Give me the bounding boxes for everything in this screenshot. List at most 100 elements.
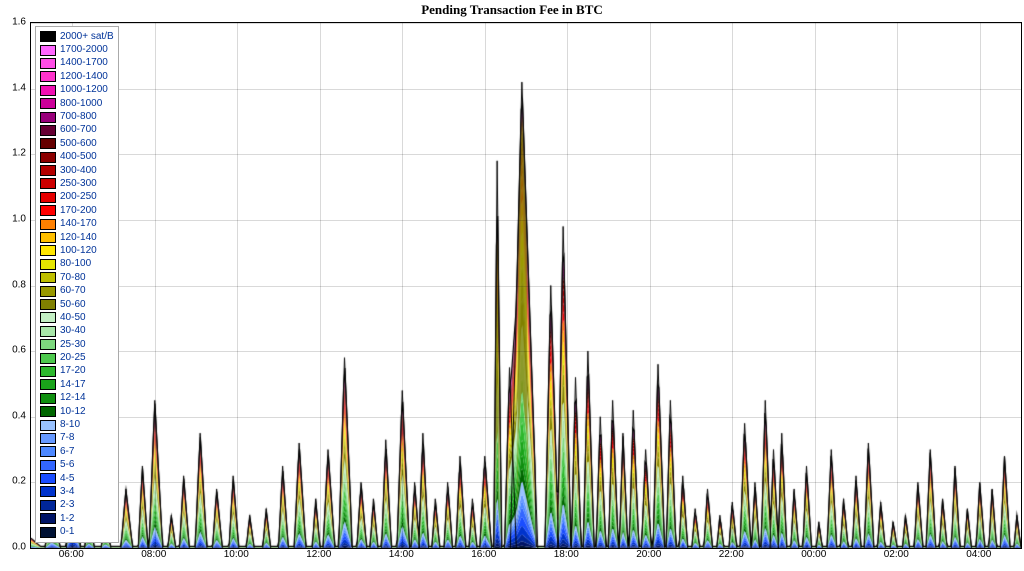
legend-label: 1700-2000 bbox=[60, 45, 108, 55]
legend-label: 6-7 bbox=[60, 447, 74, 457]
legend-swatch bbox=[40, 112, 56, 123]
x-tick-label: 08:00 bbox=[141, 549, 166, 560]
legend-label: 600-700 bbox=[60, 125, 97, 135]
legend: 2000+ sat/B 1700-2000 1400-1700 1200-1400 10… bbox=[35, 26, 119, 543]
legend-row: 0-1 bbox=[40, 525, 114, 538]
legend-label: 14-17 bbox=[60, 380, 86, 390]
legend-label: 80-100 bbox=[60, 259, 91, 269]
y-tick-label: 0.4 bbox=[0, 410, 26, 421]
x-tick-label: 22:00 bbox=[719, 549, 744, 560]
legend-label: 17-20 bbox=[60, 366, 86, 376]
legend-label: 7-8 bbox=[60, 433, 74, 443]
chart-title: Pending Transaction Fee in BTC bbox=[0, 2, 1024, 18]
legend-label: 250-300 bbox=[60, 179, 97, 189]
legend-row: 1-2 bbox=[40, 512, 114, 525]
legend-label: 0-1 bbox=[60, 527, 74, 537]
legend-row: 2000+ sat/B bbox=[40, 30, 114, 43]
legend-row: 5-6 bbox=[40, 459, 114, 472]
y-tick-label: 1.0 bbox=[0, 213, 26, 224]
legend-label: 70-80 bbox=[60, 273, 86, 283]
legend-swatch bbox=[40, 460, 56, 471]
legend-row: 3-4 bbox=[40, 485, 114, 498]
y-tick-label: 1.4 bbox=[0, 82, 26, 93]
legend-swatch bbox=[40, 31, 56, 42]
legend-row: 8-10 bbox=[40, 418, 114, 431]
legend-label: 5-6 bbox=[60, 460, 74, 470]
y-tick-label: 0.8 bbox=[0, 279, 26, 290]
legend-row: 30-40 bbox=[40, 325, 114, 338]
legend-swatch bbox=[40, 245, 56, 256]
legend-row: 170-200 bbox=[40, 204, 114, 217]
legend-label: 200-250 bbox=[60, 192, 97, 202]
legend-row: 200-250 bbox=[40, 191, 114, 204]
legend-swatch bbox=[40, 219, 56, 230]
legend-row: 12-14 bbox=[40, 392, 114, 405]
x-tick-label: 14:00 bbox=[389, 549, 414, 560]
legend-swatch bbox=[40, 527, 56, 538]
legend-row: 60-70 bbox=[40, 284, 114, 297]
legend-swatch bbox=[40, 299, 56, 310]
legend-row: 140-170 bbox=[40, 217, 114, 230]
legend-swatch bbox=[40, 205, 56, 216]
legend-swatch bbox=[40, 486, 56, 497]
legend-swatch bbox=[40, 125, 56, 136]
legend-swatch bbox=[40, 286, 56, 297]
y-tick-label: 0.2 bbox=[0, 476, 26, 487]
legend-row: 25-30 bbox=[40, 338, 114, 351]
y-tick-label: 1.2 bbox=[0, 148, 26, 159]
legend-label: 25-30 bbox=[60, 340, 86, 350]
legend-swatch bbox=[40, 353, 56, 364]
x-tick-label: 04:00 bbox=[966, 549, 991, 560]
legend-swatch bbox=[40, 406, 56, 417]
legend-row: 7-8 bbox=[40, 432, 114, 445]
legend-row: 400-500 bbox=[40, 151, 114, 164]
legend-row: 1400-1700 bbox=[40, 57, 114, 70]
legend-label: 1-2 bbox=[60, 514, 74, 524]
legend-label: 140-170 bbox=[60, 219, 97, 229]
legend-row: 700-800 bbox=[40, 110, 114, 123]
legend-label: 500-600 bbox=[60, 139, 97, 149]
legend-label: 50-60 bbox=[60, 300, 86, 310]
y-tick-label: 1.6 bbox=[0, 17, 26, 28]
legend-row: 14-17 bbox=[40, 378, 114, 391]
legend-swatch bbox=[40, 178, 56, 189]
legend-label: 1400-1700 bbox=[60, 58, 108, 68]
legend-label: 60-70 bbox=[60, 286, 86, 296]
legend-row: 300-400 bbox=[40, 164, 114, 177]
legend-label: 40-50 bbox=[60, 313, 86, 323]
legend-row: 100-120 bbox=[40, 244, 114, 257]
legend-swatch bbox=[40, 366, 56, 377]
legend-row: 1700-2000 bbox=[40, 43, 114, 56]
legend-label: 3-4 bbox=[60, 487, 74, 497]
legend-swatch bbox=[40, 58, 56, 69]
legend-label: 700-800 bbox=[60, 112, 97, 122]
legend-label: 20-25 bbox=[60, 353, 86, 363]
legend-label: 300-400 bbox=[60, 166, 97, 176]
legend-swatch bbox=[40, 446, 56, 457]
legend-swatch bbox=[40, 192, 56, 203]
legend-swatch bbox=[40, 420, 56, 431]
legend-label: 100-120 bbox=[60, 246, 97, 256]
legend-row: 17-20 bbox=[40, 365, 114, 378]
legend-label: 170-200 bbox=[60, 206, 97, 216]
legend-row: 2-3 bbox=[40, 499, 114, 512]
x-tick-label: 00:00 bbox=[801, 549, 826, 560]
legend-row: 250-300 bbox=[40, 177, 114, 190]
x-tick-label: 18:00 bbox=[554, 549, 579, 560]
legend-label: 10-12 bbox=[60, 407, 86, 417]
legend-label: 2000+ sat/B bbox=[60, 32, 114, 42]
legend-row: 10-12 bbox=[40, 405, 114, 418]
legend-row: 80-100 bbox=[40, 258, 114, 271]
legend-swatch bbox=[40, 500, 56, 511]
legend-swatch bbox=[40, 98, 56, 109]
legend-swatch bbox=[40, 473, 56, 484]
legend-row: 4-5 bbox=[40, 472, 114, 485]
legend-row: 50-60 bbox=[40, 298, 114, 311]
legend-swatch bbox=[40, 272, 56, 283]
legend-label: 30-40 bbox=[60, 326, 86, 336]
legend-swatch bbox=[40, 165, 56, 176]
x-tick-label: 16:00 bbox=[471, 549, 496, 560]
legend-swatch bbox=[40, 433, 56, 444]
legend-row: 1200-1400 bbox=[40, 70, 114, 83]
y-tick-label: 0.0 bbox=[0, 542, 26, 553]
